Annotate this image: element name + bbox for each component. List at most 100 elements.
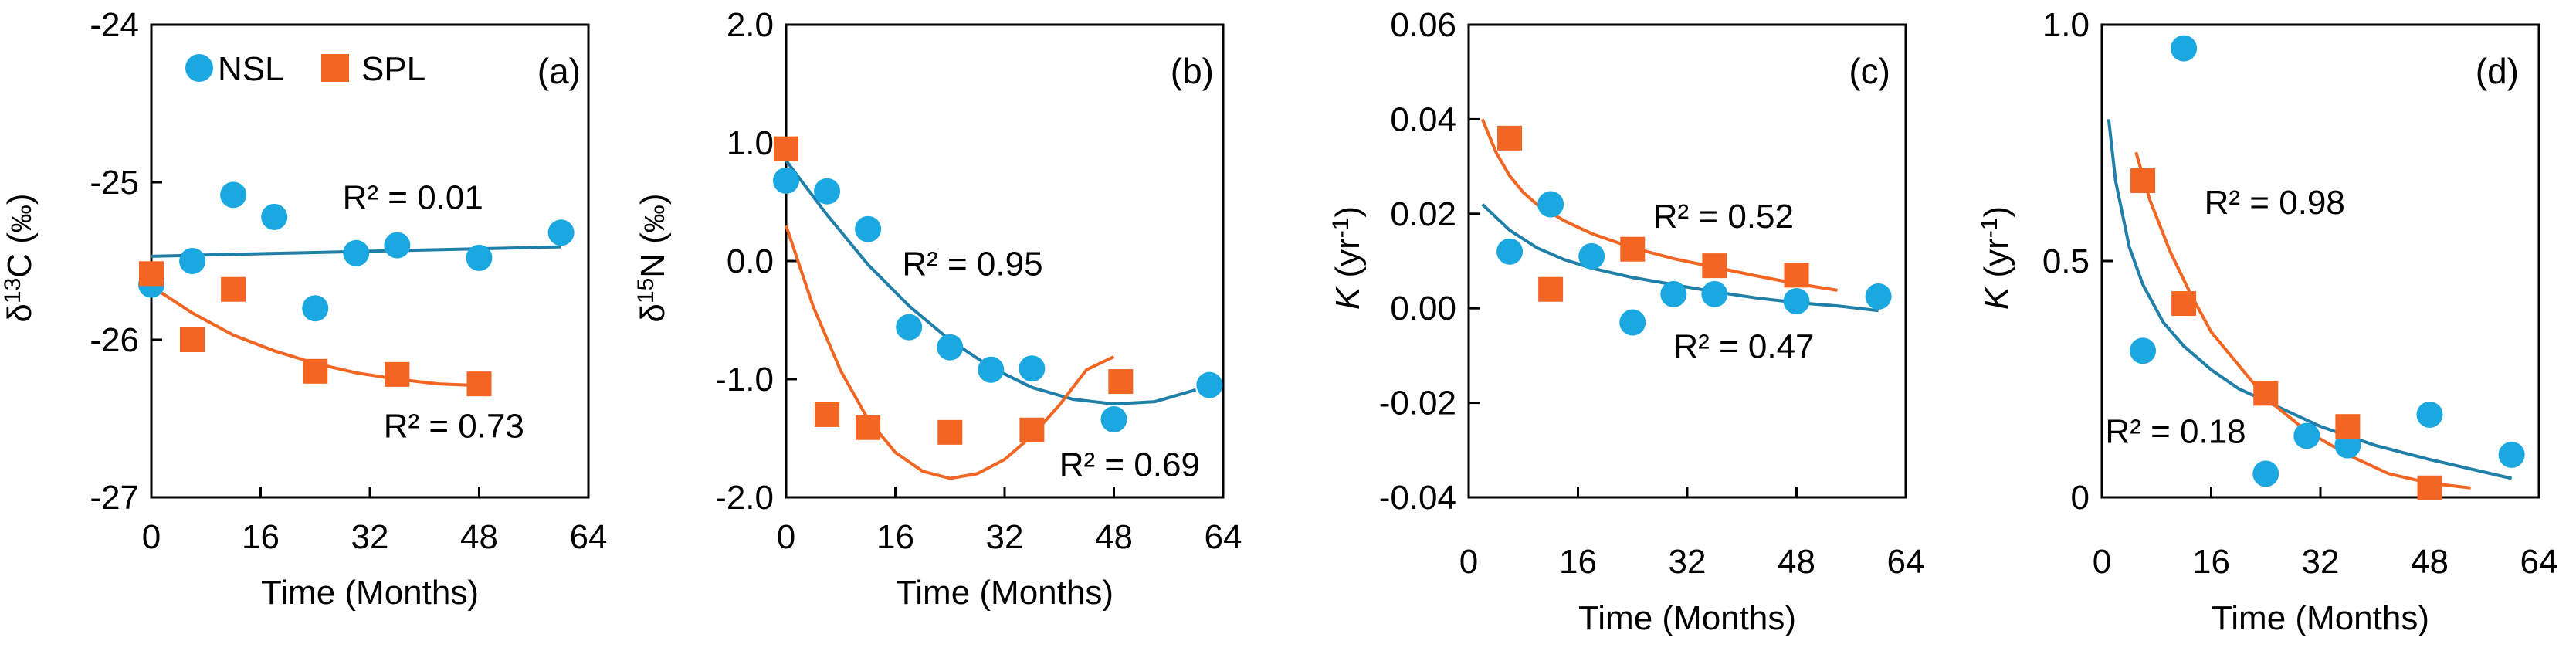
point-nsl	[1537, 191, 1564, 218]
panel-a: δ13C (‰) -27 -26 -25 -24 0 16 32 48 64 R² = 0.0…	[0, 6, 607, 612]
point-nsl	[773, 167, 799, 194]
y-tick-label: -24	[90, 6, 139, 44]
point-nsl	[261, 203, 288, 230]
point-nsl	[937, 334, 964, 361]
point-nsl	[179, 248, 206, 274]
point-nsl	[978, 356, 1005, 383]
r-squared-label: R² = 0.69	[1059, 446, 1200, 483]
point-spl	[2253, 381, 2279, 406]
panel-c-ylabel: K (yr-1)	[1328, 206, 1367, 310]
x-tick-label: 0	[777, 518, 795, 556]
r-squared-label: R² = 0.52	[1653, 198, 1794, 236]
point-spl	[815, 402, 840, 427]
panel-d: K (yr-1) 1.0 0.5 0 0 16 32 48 64 R² = 0.98 R² =…	[1977, 6, 2557, 637]
point-spl	[2171, 291, 2197, 317]
point-nsl	[1783, 288, 1810, 315]
point-spl	[221, 276, 246, 302]
panel-c-xlabel: Time (Months)	[1578, 599, 1796, 637]
y-tick-label: 0	[2071, 479, 2090, 517]
x-tick-label: 0	[142, 518, 161, 556]
r-squared-label: R² = 0.95	[902, 245, 1042, 283]
y-tick-label: 0.0	[727, 242, 774, 280]
point-spl	[1497, 125, 1523, 151]
point-spl	[1538, 276, 1564, 302]
x-tick-label: 48	[460, 518, 498, 556]
x-tick-label: 0	[1459, 543, 1478, 581]
point-nsl	[1701, 280, 1728, 307]
point-nsl	[1660, 280, 1687, 307]
point-nsl	[2171, 35, 2198, 62]
panel-d-ylabel: K (yr-1)	[1977, 206, 2015, 310]
panel-b-ylabel: δ15N (‰)	[633, 193, 672, 322]
point-spl	[303, 358, 328, 384]
svg-text:K (yr-1): K (yr-1)	[1328, 206, 1367, 310]
y-tick-label: -26	[90, 321, 139, 359]
point-nsl	[1100, 406, 1127, 433]
panel-d-tag: (d)	[2476, 51, 2519, 91]
r-squared-label: R² = 0.01	[343, 179, 483, 217]
point-nsl	[2416, 401, 2443, 428]
x-tick-label: 0	[2093, 543, 2111, 581]
y-tick-label: 1.0	[2042, 6, 2090, 44]
point-nsl	[1196, 371, 1223, 398]
y-tick-label: -25	[90, 164, 139, 202]
point-nsl	[1578, 242, 1605, 270]
r-squared-label: R² = 0.98	[2205, 184, 2345, 222]
y-tick-label: 1.0	[727, 124, 774, 162]
panel-d-xlabel: Time (Months)	[2212, 599, 2429, 637]
point-nsl	[547, 219, 575, 246]
y-tick-label: -0.04	[1379, 479, 1456, 517]
point-spl	[2335, 414, 2361, 439]
x-tick-label: 32	[1669, 543, 1707, 581]
panel-a-ylabel: δ13C (‰)	[0, 193, 39, 322]
x-tick-label: 64	[1887, 543, 1925, 581]
x-tick-label: 64	[570, 518, 608, 556]
point-spl	[2130, 168, 2156, 193]
point-nsl	[896, 314, 923, 341]
fit-line-nsl	[2107, 119, 2513, 480]
y-tick-label: 2.0	[727, 6, 774, 44]
y-tick-label: 0.06	[1390, 6, 1456, 44]
point-nsl	[1619, 309, 1646, 336]
panel-c: K (yr-1) 0.06 0.04 0.02 0.00 -0.02 -0.04 0 16 3…	[1328, 6, 1924, 637]
point-nsl	[384, 232, 411, 259]
panel-c-tag: (c)	[1849, 51, 1890, 91]
x-tick-label: 48	[1095, 518, 1133, 556]
svg-text:δ15N (‰): δ15N (‰)	[633, 193, 672, 322]
point-spl	[1620, 236, 1646, 262]
x-tick-label: 16	[2192, 543, 2230, 581]
x-tick-label: 64	[2520, 543, 2558, 581]
point-nsl	[2498, 441, 2525, 468]
panel-b-xlabel: Time (Months)	[896, 574, 1113, 612]
panel-a-xlabel: Time (Months)	[261, 574, 479, 612]
panel-b-tag: (b)	[1171, 51, 1214, 91]
point-spl	[2417, 475, 2442, 500]
point-spl	[1108, 369, 1134, 395]
svg-text:δ13C (‰): δ13C (‰)	[0, 193, 39, 322]
point-nsl	[466, 244, 493, 271]
point-nsl	[2252, 460, 2279, 487]
y-tick-label: -0.02	[1379, 385, 1456, 422]
point-spl	[139, 261, 164, 287]
legend-nsl-label: NSL	[218, 50, 284, 88]
point-nsl	[2293, 422, 2320, 449]
legend-nsl-marker	[185, 54, 213, 82]
point-nsl	[814, 178, 841, 205]
fit-line-spl	[1480, 118, 1838, 292]
fit-line-spl	[2134, 151, 2471, 490]
point-nsl	[2130, 337, 2157, 364]
r-squared-label: R² = 0.47	[1673, 327, 1814, 365]
y-tick-label: -27	[90, 479, 139, 517]
r-squared-label: R² = 0.73	[384, 407, 524, 445]
point-nsl	[855, 215, 882, 242]
x-tick-label: 16	[242, 518, 280, 556]
legend-spl-label: SPL	[361, 50, 425, 88]
svg-text:K (yr-1): K (yr-1)	[1977, 206, 2015, 310]
panel-b: δ15N (‰) 2.0 1.0 0.0 -1.0 -2.0 0 16 32 48 64 R² …	[633, 6, 1242, 612]
legend: NSL SPL	[185, 50, 425, 88]
point-spl	[937, 419, 963, 445]
fit-line-spl	[785, 225, 1115, 480]
point-nsl	[1496, 238, 1524, 265]
point-spl	[466, 371, 492, 397]
